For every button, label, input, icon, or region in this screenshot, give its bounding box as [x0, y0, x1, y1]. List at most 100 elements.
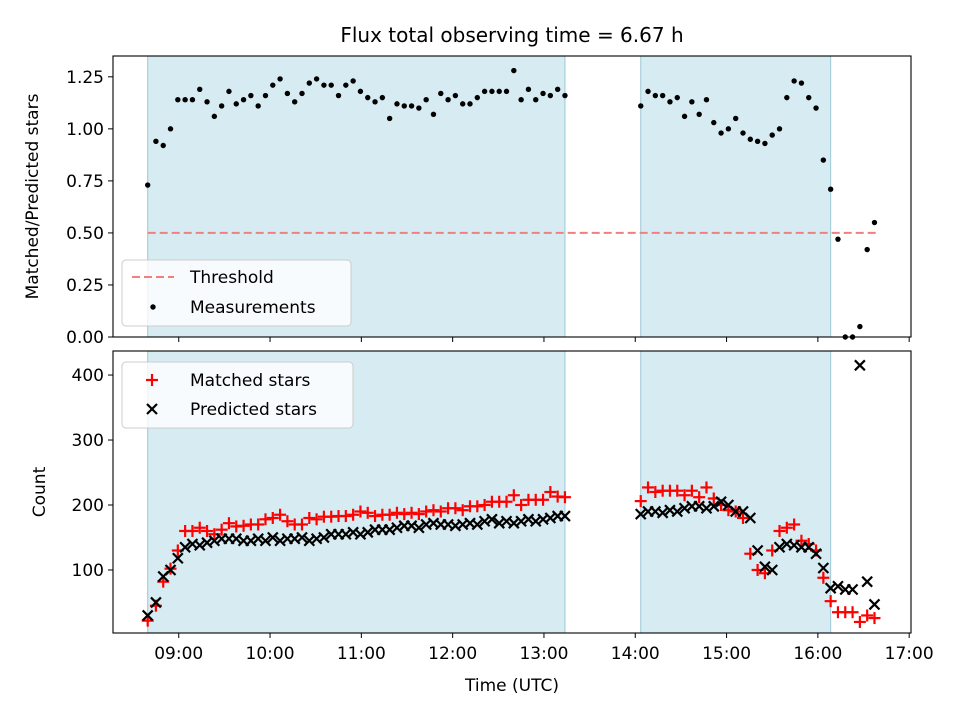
matched-stars-point: [281, 515, 294, 528]
measurement-point: [321, 82, 327, 88]
measurement-point: [335, 92, 342, 99]
predicted-stars-point: [861, 575, 873, 588]
measurement-point: [740, 130, 746, 136]
predicted-stars-point: [766, 564, 778, 576]
measurement-point: [430, 111, 437, 117]
measurement-point: [291, 99, 298, 105]
measurement-point: [365, 94, 371, 101]
measurement-point: [394, 101, 400, 107]
x-tick-label: 09:00: [154, 644, 203, 664]
measurement-point: [144, 182, 151, 188]
matched-stars-point: [266, 511, 279, 524]
top-y-axis: 0.00 0.25 0.50 0.75 1.00 1.25: [66, 68, 113, 348]
measurement-point: [711, 119, 717, 126]
measurement-point: [554, 86, 561, 93]
predicted-stars-point: [708, 500, 720, 513]
matched-stars-point: [817, 571, 830, 584]
matched-stars-points: [141, 481, 881, 628]
predicted-stars-point: [656, 507, 669, 519]
matched-stars-point: [537, 493, 550, 506]
matched-stars-point: [780, 521, 793, 534]
matched-stars-point: [201, 524, 214, 537]
matched-stars-point: [471, 500, 484, 513]
predicted-stars-point: [164, 564, 177, 576]
x-tick-label: 16:00: [793, 644, 842, 664]
measurement-point: [518, 97, 524, 103]
matched-stars-point: [237, 519, 250, 532]
measurement-point: [204, 99, 210, 105]
bottom-legend-box: [121, 361, 354, 429]
predicted-stars-point: [413, 521, 425, 534]
measurement-point: [277, 76, 283, 82]
matched-stars-point: [398, 508, 411, 521]
measurement-point: [284, 90, 291, 97]
predicted-stars-point: [634, 508, 647, 520]
y-tick-label: 1.00: [66, 120, 104, 140]
measurement-point: [696, 111, 702, 117]
legend-predicted-swatch: [146, 403, 158, 415]
predicted-stars-point: [715, 495, 727, 508]
legend-threshold-label: Threshold: [189, 268, 274, 288]
measurement-point: [762, 140, 768, 147]
y-tick-label: 1.25: [66, 68, 104, 88]
measurement-point: [474, 94, 481, 101]
measurement-point: [306, 80, 313, 86]
x-tick-label: 14:00: [611, 644, 660, 664]
matched-stars-point: [420, 505, 433, 518]
measurement-point: [769, 132, 775, 138]
measurement-point: [372, 99, 378, 105]
measurement-point: [401, 103, 407, 109]
measurement-point: [806, 94, 812, 101]
predicted-stars-point: [471, 518, 484, 531]
measurement-point: [379, 94, 386, 101]
measurement-point: [445, 97, 451, 103]
predicted-stars-point: [179, 541, 191, 554]
measurement-point: [248, 92, 254, 99]
matched-stars-point: [449, 502, 462, 515]
measurement-point: [747, 136, 754, 142]
measurement-point: [864, 246, 870, 253]
measurement-point: [262, 92, 269, 99]
measurement-point: [820, 157, 827, 163]
x-tick-label: 10:00: [246, 644, 295, 664]
measurement-point: [659, 92, 666, 99]
matched-stars-point: [478, 498, 491, 511]
predicted-stars-point: [810, 547, 822, 560]
observing-band-2: [640, 350, 832, 634]
matched-stars-point: [649, 486, 662, 498]
bottom-panel: 100 200 300 400 09:00 10:00 11:00 12:00 13:00 14…: [30, 350, 934, 696]
measurement-point: [160, 142, 166, 149]
y-tick-label: 0.25: [66, 276, 104, 296]
measurement-point: [350, 78, 356, 84]
measurement-point: [197, 86, 203, 93]
top-panel: 0.00 0.25 0.50 0.75 1.00 1.25 Matched/Predict…: [23, 55, 912, 348]
top-legend: Threshold Measurements: [121, 259, 352, 327]
measurement-point: [525, 86, 532, 93]
measurement-point: [226, 88, 232, 95]
bottom-observing-bands: [147, 350, 832, 634]
predicted-stars-point: [759, 560, 771, 573]
top-plot-frame: [112, 55, 912, 338]
measurement-point: [481, 88, 488, 95]
measurement-point: [652, 92, 659, 99]
predicted-stars-point: [868, 598, 881, 611]
measurement-point: [438, 90, 444, 97]
matched-stars-point: [507, 489, 520, 502]
matched-stars-point: [544, 486, 557, 498]
measurement-point: [459, 101, 466, 107]
predicted-stars-point: [854, 359, 866, 372]
measurement-point: [489, 88, 495, 95]
measurement-point: [255, 103, 261, 109]
bottom-x-axis: 09:00 10:00 11:00 12:00 13:00 14:00 15:00 16:00…: [154, 633, 934, 664]
measurement-point: [562, 92, 568, 99]
matched-stars-point: [853, 615, 866, 628]
matched-stars-point: [558, 491, 571, 504]
measurement-point: [408, 103, 415, 109]
matched-stars-point: [685, 484, 698, 497]
y-tick-label: 100: [72, 561, 104, 581]
measurement-point: [496, 88, 502, 95]
matched-stars-point: [303, 511, 316, 524]
y-tick-label: 0.00: [66, 328, 104, 348]
measurement-point: [218, 103, 225, 109]
